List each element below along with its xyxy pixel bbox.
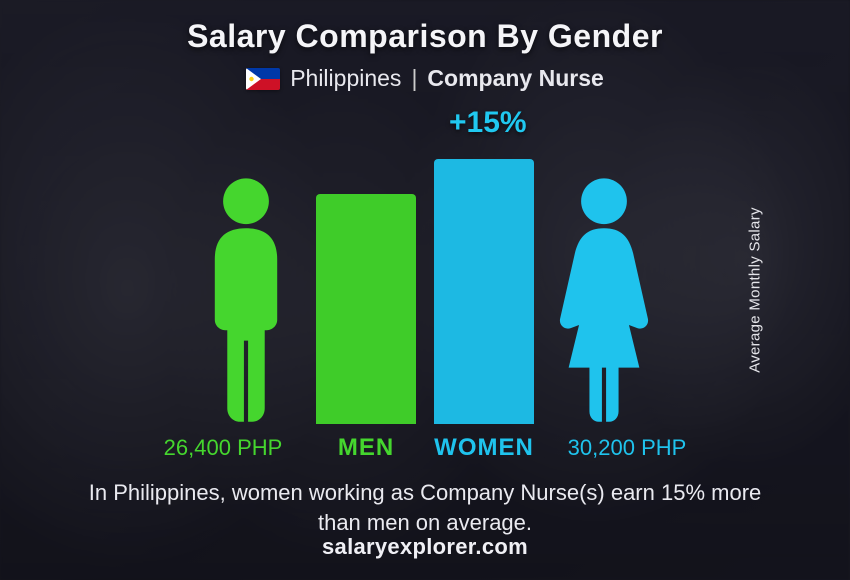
- delta-badge: +15%: [449, 106, 527, 140]
- subtitle: Philippines | Company Nurse: [246, 65, 604, 92]
- page-title: Salary Comparison By Gender: [187, 18, 663, 55]
- labels-row: 26,400 PHP MEN WOMEN 30,200 PHP: [105, 434, 745, 462]
- male-person-icon: [194, 174, 298, 424]
- infographic-content: Salary Comparison By Gender Philippines …: [0, 0, 850, 580]
- summary-text: In Philippines, women working as Company…: [65, 478, 785, 537]
- chart: +15%: [105, 104, 745, 424]
- y-axis-label: Average Monthly Salary: [747, 207, 764, 373]
- footer-attribution: salaryexplorer.com: [0, 534, 850, 560]
- women-salary: 30,200 PHP: [552, 435, 702, 461]
- men-bar: [316, 194, 416, 424]
- men-salary: 26,400 PHP: [148, 435, 298, 461]
- women-label: WOMEN: [434, 434, 534, 462]
- female-person-icon: [552, 174, 656, 424]
- philippines-flag-icon: [246, 68, 280, 90]
- female-icon-col: [552, 104, 656, 424]
- separator: |: [411, 65, 417, 92]
- women-bar: [434, 159, 534, 424]
- male-icon-col: [194, 104, 298, 424]
- men-label: MEN: [316, 434, 416, 462]
- country-label: Philippines: [290, 65, 401, 92]
- job-label: Company Nurse: [427, 65, 603, 92]
